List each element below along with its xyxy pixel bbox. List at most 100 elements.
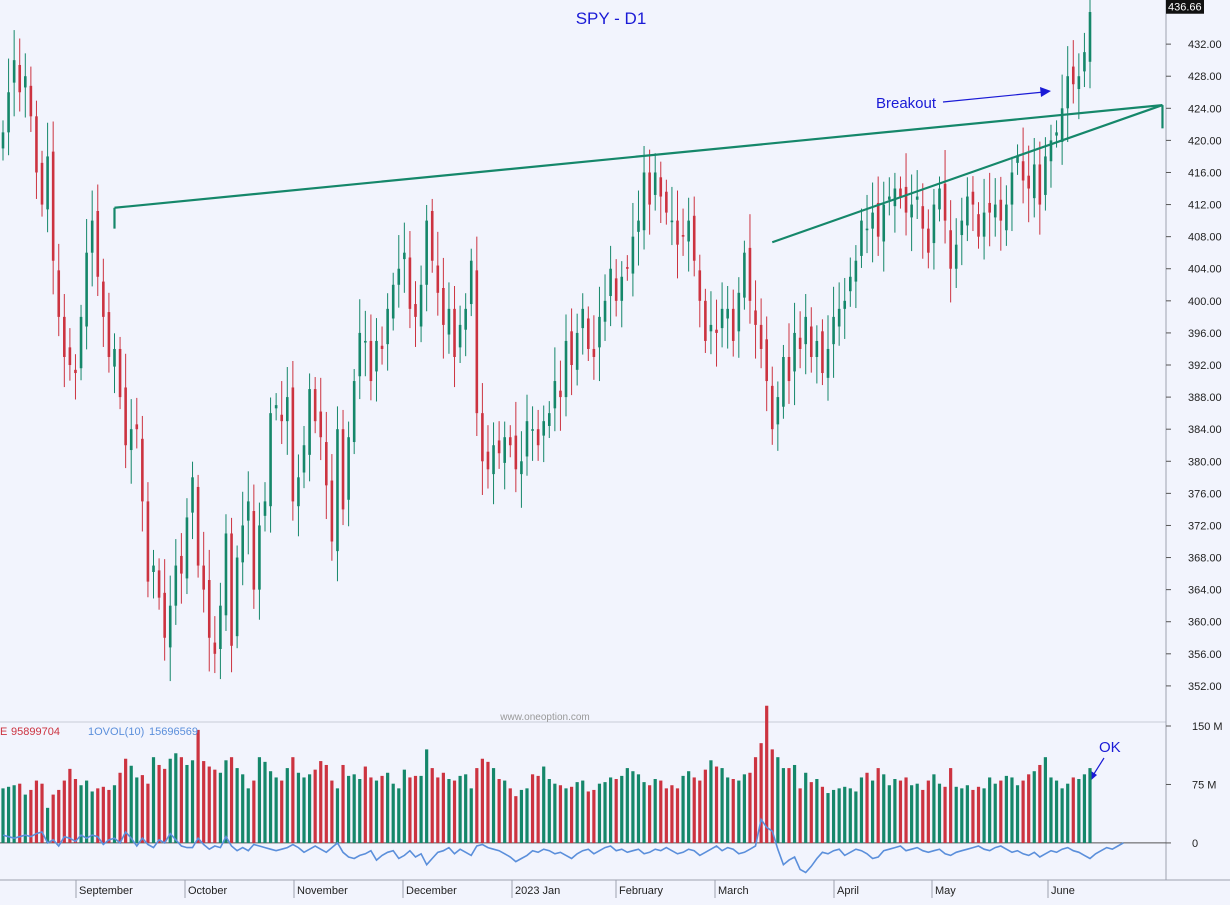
volume-bar	[285, 768, 289, 843]
candle-body	[960, 220, 964, 236]
candle-body	[709, 324, 713, 332]
volume-bar	[413, 775, 418, 843]
volume-bar	[1060, 788, 1064, 843]
candle-body	[129, 429, 133, 451]
volume-bar	[257, 757, 262, 843]
candle-body	[665, 191, 668, 213]
volume-bar	[999, 780, 1003, 843]
volume-bar	[982, 788, 986, 843]
candle-body	[174, 565, 178, 606]
price-tick-label: 388.00	[1188, 392, 1222, 404]
volume-bar	[954, 786, 958, 843]
candle-body	[971, 191, 975, 205]
candle-body	[230, 533, 233, 646]
price-tick-label: 432.00	[1188, 39, 1222, 51]
volume-bar	[1049, 777, 1053, 843]
volume-bar	[648, 785, 652, 843]
candle-body	[865, 228, 869, 231]
volume-bar	[34, 780, 39, 843]
candle-body	[497, 440, 501, 454]
volume-bar	[363, 766, 367, 843]
volume-bar	[296, 772, 301, 843]
candle-body	[12, 60, 16, 83]
volume-bar	[235, 768, 239, 843]
candle-body	[18, 64, 22, 93]
volume-bar	[229, 757, 234, 843]
candle-body	[1, 132, 5, 149]
volume-bar	[146, 783, 150, 843]
candle-body	[224, 533, 228, 616]
price-tick-label: 416.00	[1188, 167, 1222, 179]
volume-bar	[12, 785, 16, 843]
volume-bar	[330, 780, 334, 843]
candle-body	[966, 196, 969, 226]
volume-tick-label: 75 M	[1192, 779, 1216, 791]
volume-bar	[23, 794, 27, 843]
candle-body	[152, 565, 155, 572]
volume-bar	[859, 777, 864, 843]
candle-body	[609, 268, 612, 297]
volume-bar	[809, 782, 813, 843]
volume-bar	[731, 779, 735, 843]
candle-body	[124, 387, 127, 446]
candle-body	[899, 188, 902, 197]
chart-title: SPY - D1	[576, 9, 647, 28]
volume-bar	[770, 749, 774, 843]
volume-bar	[854, 791, 858, 843]
volume-tick-label: 150 M	[1192, 721, 1223, 733]
volume-bar	[207, 766, 211, 843]
candle-body	[380, 345, 384, 349]
candle-body	[308, 389, 311, 455]
time-tick-label: October	[188, 885, 227, 897]
candle-body	[921, 206, 925, 229]
volume-bar	[135, 777, 139, 843]
candle-body	[587, 318, 590, 349]
candle-body	[988, 202, 991, 213]
candle-body	[68, 347, 72, 366]
candle-body	[347, 437, 350, 500]
volume-bar	[480, 758, 484, 843]
candle-body	[447, 308, 451, 335]
candle-body	[1021, 161, 1025, 181]
candle-body	[815, 340, 819, 357]
volume-bar	[57, 789, 61, 843]
candle-body	[547, 413, 551, 426]
volume-bar	[620, 775, 624, 843]
candle-body	[1038, 164, 1042, 205]
candle-body	[263, 501, 267, 516]
ok-label: OK	[1099, 739, 1121, 756]
volume-bar	[62, 780, 66, 843]
volume-bar	[943, 786, 947, 843]
price-tick-label: 364.00	[1188, 585, 1222, 597]
volume-bar	[140, 775, 144, 843]
volume-bar	[224, 760, 228, 843]
volume-bar	[118, 772, 122, 843]
volume-bar	[988, 777, 992, 843]
volume-bar	[826, 793, 830, 843]
candle-body	[598, 316, 601, 348]
volume-bar	[687, 771, 691, 843]
volume-bar	[720, 768, 724, 843]
candle-body	[715, 329, 718, 333]
volume-bar	[726, 777, 730, 843]
candle-body	[1049, 140, 1053, 162]
volume-bar	[876, 768, 880, 843]
volume-bar	[274, 777, 278, 843]
candle-body	[352, 381, 356, 443]
volume-bar	[564, 788, 568, 843]
candle-body	[720, 308, 724, 329]
price-tick-label: 380.00	[1188, 456, 1222, 468]
volume-bar	[45, 807, 50, 843]
candle-body	[442, 287, 445, 325]
time-tick-label: 2023 Jan	[515, 885, 560, 897]
volume-bar	[29, 789, 33, 843]
candle-body	[118, 348, 122, 398]
volume-bar	[659, 780, 663, 843]
volume-bar	[675, 788, 680, 843]
volume-bar	[865, 772, 869, 843]
volume-bars	[1, 705, 1124, 874]
price-tick-label: 408.00	[1188, 232, 1222, 244]
volume-bar	[932, 774, 936, 843]
candle-body	[692, 215, 696, 261]
time-tick-label: February	[619, 885, 664, 897]
